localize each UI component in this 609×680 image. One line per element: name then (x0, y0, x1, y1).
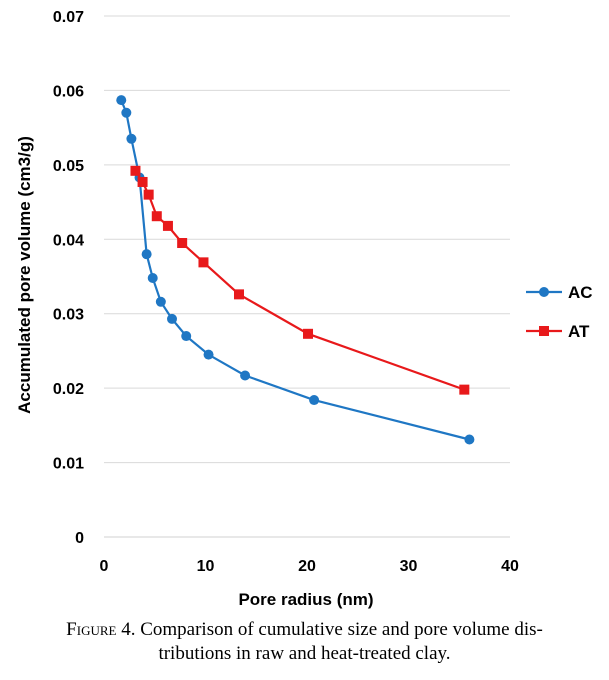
y-tick-label-0.07: 0.07 (53, 9, 84, 26)
caption-line-2: tributions in raw and heat-treated clay. (158, 643, 450, 664)
x-tick-label-0: 0 (100, 558, 109, 575)
point-AT-4 (163, 221, 173, 231)
y-tick-label-0.02: 0.02 (53, 381, 84, 398)
point-AC-7 (167, 314, 177, 324)
pore-volume-chart: 00.010.020.030.040.050.060.07 0 10 20 30 40 … (0, 0, 609, 615)
caption-line-1: Comparison of cumulative size and pore v… (140, 619, 543, 640)
point-AC-5 (148, 273, 158, 283)
y-tick-label-0.01: 0.01 (53, 456, 84, 473)
x-tick-label-20: 20 (298, 558, 316, 575)
y-tick-label-0: 0 (75, 530, 84, 547)
point-AC-1 (121, 108, 131, 118)
point-AC-10 (240, 370, 250, 380)
x-tick-labels: 0 10 20 30 40 (100, 558, 519, 575)
point-AT-2 (144, 190, 154, 200)
y-tick-labels: 0 0.01 0.02 0.03 0.04 0.05 0.06 0.07 (53, 9, 84, 547)
series-line-AT (135, 171, 464, 390)
point-AT-7 (234, 289, 244, 299)
x-tick-label-40: 40 (501, 558, 519, 575)
legend-item-AT: AT (526, 322, 590, 341)
series-AC (116, 95, 474, 444)
point-AT-9 (459, 385, 469, 395)
y-axis-title: Accumulated pore volume (cm3/g) (15, 136, 34, 414)
point-AC-2 (126, 134, 136, 144)
y-tick-label-0.05: 0.05 (53, 158, 84, 175)
point-AC-12 (464, 434, 474, 444)
y-tick-label-0.03: 0.03 (53, 307, 84, 324)
y-tick-label-0.06: 0.06 (53, 83, 84, 100)
point-AC-0 (116, 95, 126, 105)
legend: AC AT (526, 283, 593, 341)
legend-marker-AC (539, 287, 549, 297)
point-AT-3 (152, 211, 162, 221)
point-AC-8 (181, 331, 191, 341)
series-AT (130, 166, 469, 395)
point-AT-1 (138, 177, 148, 187)
legend-label-AT: AT (568, 322, 590, 341)
point-AT-6 (198, 257, 208, 267)
point-AT-5 (177, 238, 187, 248)
legend-label-AC: AC (568, 283, 593, 302)
y-tick-label-0.04: 0.04 (53, 232, 84, 249)
caption-lead: Figure 4. (66, 619, 135, 640)
x-tick-label-10: 10 (197, 558, 215, 575)
legend-marker-AT (539, 326, 549, 336)
gridlines (104, 16, 510, 463)
point-AC-6 (156, 297, 166, 307)
figure-caption: Figure 4. Comparison of cumulative size … (0, 618, 609, 666)
x-tick-label-30: 30 (400, 558, 418, 575)
legend-item-AC: AC (526, 283, 593, 302)
point-AC-11 (309, 395, 319, 405)
point-AC-9 (204, 350, 214, 360)
x-axis-title: Pore radius (nm) (238, 590, 373, 609)
point-AC-4 (142, 249, 152, 259)
point-AT-8 (303, 329, 313, 339)
series (116, 95, 474, 444)
point-AT-0 (130, 166, 140, 176)
